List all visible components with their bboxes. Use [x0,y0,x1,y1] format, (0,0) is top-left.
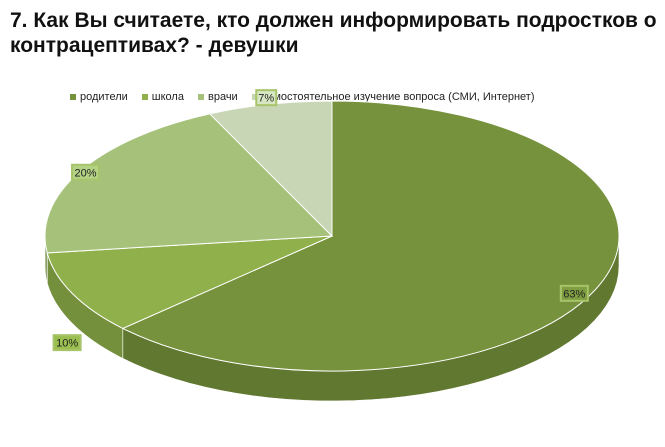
data-label-text: 63% [563,288,585,300]
legend-label: врачи [207,91,238,103]
legend-item-vrachi: врачи [197,91,238,103]
data-label-box [71,163,101,181]
data-label-box [559,284,589,302]
data-label-text: 20% [75,167,97,179]
data-label-box [52,334,82,352]
legend-item-samostoyatelno: самостоятельное изучение вопроса (СМИ, И… [251,91,535,103]
chart-title: 7. Как Вы считаете, кто должен информиро… [10,9,657,57]
legend: родители школа врачи самостоятельное изу… [70,91,549,103]
pie-slice [46,235,333,329]
legend-swatch [141,94,148,100]
legend-item-shkola: школа [141,91,184,103]
legend-label: родители [80,91,128,103]
legend-item-roditeli: родители [70,91,128,103]
legend-label: самостоятельное изучение вопроса (СМИ, И… [261,91,535,103]
legend-swatch [197,94,204,100]
legend-swatch [70,94,76,100]
pie-slice [121,100,620,372]
data-labels: 63% 10% 20% 7% [52,89,589,352]
data-label: 20% [71,163,101,181]
data-label-text: 10% [56,338,78,350]
data-label: 63% [559,284,589,302]
legend-label: школа [151,91,184,103]
data-label: 10% [52,334,82,352]
legend-swatch [251,94,258,100]
data-label: 7% [255,89,278,107]
data-label-box [255,89,278,107]
data-label-text: 7% [258,93,274,105]
pie-top [44,100,620,372]
